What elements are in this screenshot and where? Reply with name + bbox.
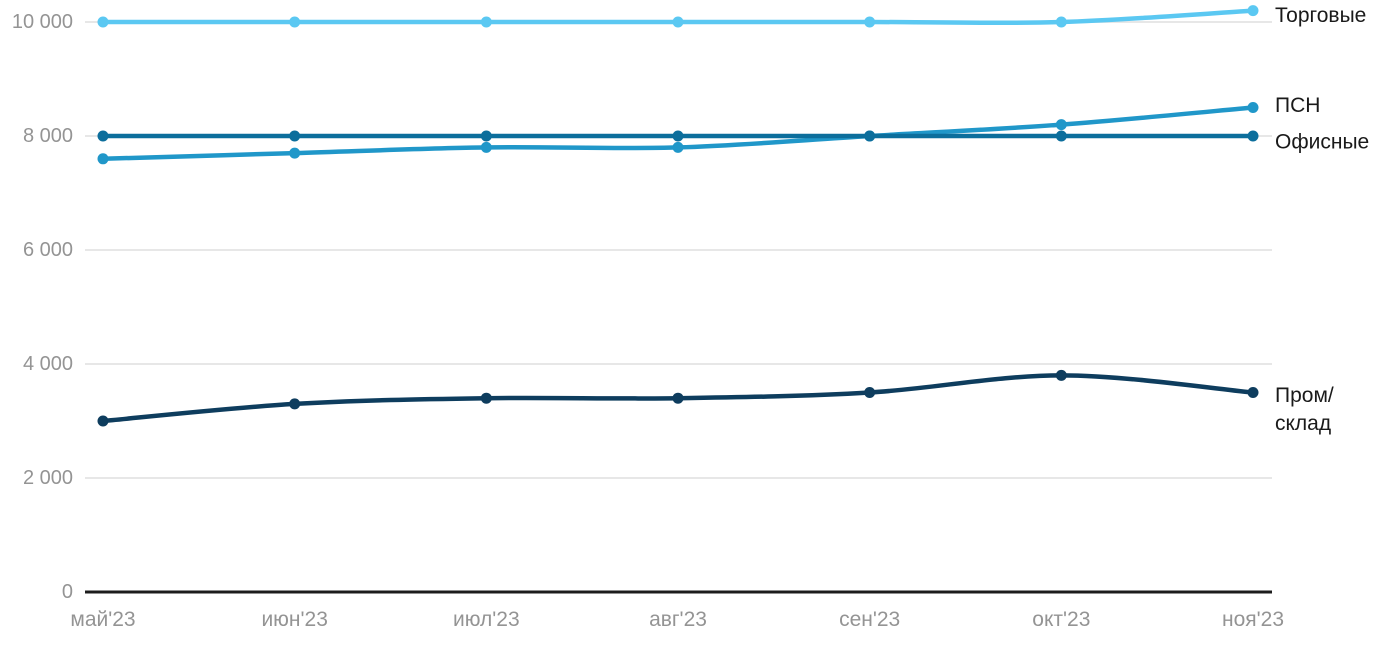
series-1-data-point[interactable] — [480, 141, 492, 153]
series-3-data-point[interactable] — [97, 415, 109, 427]
series-1-data-point[interactable] — [1055, 119, 1067, 131]
series-0-data-point[interactable] — [1055, 16, 1067, 28]
series-2-data-point[interactable] — [1247, 130, 1259, 142]
y-tick-label: 10 000 — [12, 11, 73, 33]
series-end-label-3: склад — [1275, 412, 1331, 435]
series-end-label-1: ПСН — [1275, 94, 1320, 117]
series-0-data-point[interactable] — [97, 16, 109, 28]
series-1-data-point[interactable] — [672, 141, 684, 153]
series-1-data-point[interactable] — [289, 147, 301, 159]
y-tick-label: 0 — [62, 581, 73, 603]
y-tick-label: 8 000 — [23, 125, 73, 147]
y-tick-label: 4 000 — [23, 353, 73, 375]
series-0-data-point[interactable] — [1247, 5, 1259, 17]
series-3-data-point[interactable] — [480, 392, 492, 404]
series-3-data-point[interactable] — [672, 392, 684, 404]
x-tick-label: июл'23 — [453, 608, 520, 631]
series-1-data-point[interactable] — [1247, 102, 1259, 113]
series-3-data-point[interactable] — [1247, 387, 1259, 398]
series-0-data-point[interactable] — [864, 16, 876, 28]
series-3-data-point[interactable] — [864, 387, 876, 398]
series-0-data-point[interactable] — [672, 16, 684, 28]
x-tick-label: авг'23 — [649, 608, 707, 631]
series-end-label-3: Пром/ — [1275, 384, 1334, 407]
y-tick-label: 6 000 — [23, 239, 73, 261]
series-0-data-point[interactable] — [289, 16, 301, 28]
series-0-data-point[interactable] — [480, 16, 492, 28]
series-2-data-point[interactable] — [1055, 130, 1067, 142]
series-end-label-0: Торговые — [1275, 4, 1366, 27]
x-tick-label: ноя'23 — [1222, 608, 1284, 631]
series-3-data-point[interactable] — [1055, 369, 1067, 381]
series-2-data-point[interactable] — [289, 130, 301, 142]
series-2-data-point[interactable] — [864, 130, 876, 142]
y-tick-label: 2 000 — [23, 467, 73, 489]
series-2-data-point[interactable] — [480, 130, 492, 142]
x-tick-label: сен'23 — [839, 608, 900, 631]
series-1-data-point[interactable] — [97, 153, 109, 165]
x-tick-label: июн'23 — [261, 608, 327, 631]
series-2-data-point[interactable] — [672, 130, 684, 142]
x-tick-label: май'23 — [70, 608, 135, 631]
series-end-label-2: Офисные — [1275, 131, 1369, 154]
series-3-data-point[interactable] — [289, 398, 301, 410]
x-tick-label: окт'23 — [1032, 608, 1090, 631]
series-2-data-point[interactable] — [97, 130, 109, 142]
